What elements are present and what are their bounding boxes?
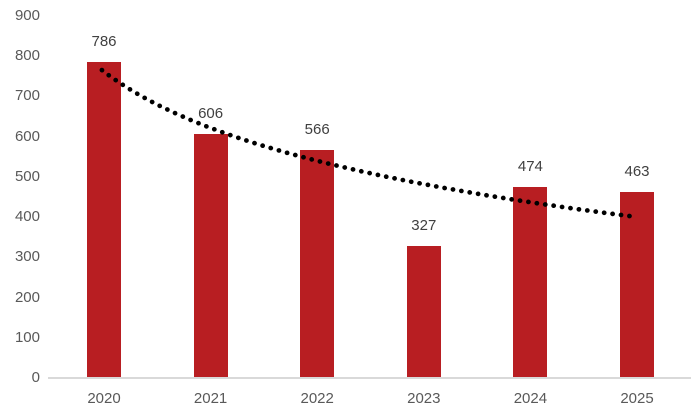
- data-label-2020: 786: [91, 32, 117, 50]
- y-axis-tick-label: 700: [14, 87, 40, 105]
- data-label-2022: 566: [304, 121, 330, 139]
- y-axis-tick-label: 300: [14, 248, 40, 266]
- y-axis-tick-label: 900: [14, 6, 40, 24]
- x-axis-label-2025: 2025: [620, 390, 654, 407]
- data-label-2025: 463: [624, 162, 650, 180]
- x-axis-label-2021: 2021: [193, 390, 228, 407]
- x-axis-line: [48, 377, 691, 379]
- y-axis-tick-label: 500: [14, 167, 40, 185]
- data-label-2023: 327: [411, 217, 437, 235]
- data-label-2021: 606: [198, 105, 224, 123]
- trendline-dotted-path: [99, 67, 636, 219]
- data-label-2024: 474: [517, 158, 543, 176]
- bar-2025: [620, 191, 654, 377]
- bar-2022: [300, 150, 335, 377]
- x-axis-label-2020: 2020: [87, 390, 121, 407]
- bar-2023: [406, 246, 441, 377]
- y-axis-tick-label: 800: [14, 47, 40, 64]
- y-axis-tick-label: 200: [14, 288, 40, 306]
- bar-2021: [193, 134, 228, 377]
- y-axis-tick-label: 100: [14, 328, 40, 346]
- bar-2020: [87, 61, 121, 377]
- x-axis-label-2024: 2024: [513, 390, 548, 407]
- y-axis-tick-label: 400: [14, 208, 40, 225]
- y-axis-tick-label: 600: [14, 127, 40, 145]
- x-axis-label-2022: 2022: [300, 390, 334, 407]
- x-axis-label-2023: 2023: [407, 390, 441, 407]
- bar-2024: [513, 187, 548, 377]
- y-axis-tick-label: 0: [31, 369, 40, 386]
